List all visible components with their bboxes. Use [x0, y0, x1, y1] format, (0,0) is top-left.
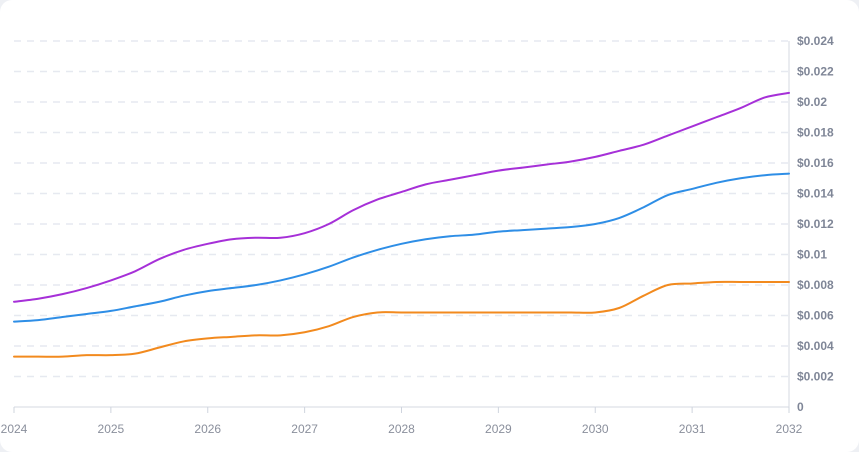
x-tick-label: 2029	[485, 422, 512, 436]
series-line-0	[13, 91, 790, 303]
x-tick-label: 2032	[776, 422, 803, 436]
y-tick-label: $0.012	[797, 217, 834, 231]
y-tick-label: $0.018	[797, 126, 834, 140]
y-tick-label: $0.002	[797, 370, 834, 384]
y-tick-label: $0.014	[797, 187, 834, 201]
x-tick-label: 2030	[582, 422, 609, 436]
x-tick-label: 2026	[194, 422, 221, 436]
y-tick-label: $0.02	[797, 95, 827, 109]
y-tick-label: $0.008	[797, 278, 834, 292]
y-axis-ticks: 0 $0.002 $0.004 $0.006 $0.008 $0.01 $0.012 $0.0…	[797, 34, 834, 414]
gridlines	[14, 40, 789, 378]
x-tick-label: 2024	[1, 422, 28, 436]
x-tick-label: 2027	[291, 422, 318, 436]
y-tick-label: $0.004	[797, 339, 834, 353]
y-tick-label: 0	[797, 400, 804, 414]
y-tick-label: $0.022	[797, 65, 834, 79]
x-tick-label: 2028	[388, 422, 415, 436]
y-tick-label: $0.01	[797, 248, 827, 262]
series-lines	[13, 91, 790, 358]
y-tick-label: $0.024	[797, 34, 834, 48]
series-line-1	[13, 172, 790, 323]
x-tick-label: 2031	[679, 422, 706, 436]
y-tick-label: $0.016	[797, 156, 834, 170]
x-axis-ticks: 2024 2025 2026 2027 2028 2029 2030 2031 2032	[1, 407, 803, 436]
y-tick-label: $0.006	[797, 309, 834, 323]
series-line-2	[13, 280, 790, 358]
axes	[14, 41, 790, 408]
x-tick-label: 2025	[98, 422, 125, 436]
